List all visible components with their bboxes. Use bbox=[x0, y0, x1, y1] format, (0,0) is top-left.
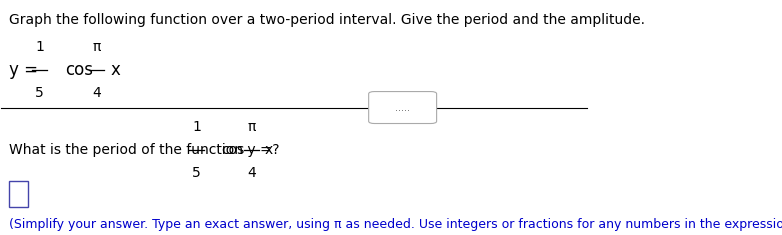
Text: 4: 4 bbox=[92, 86, 101, 100]
FancyBboxPatch shape bbox=[368, 92, 436, 124]
Text: 4: 4 bbox=[247, 166, 256, 180]
Text: 5: 5 bbox=[35, 86, 44, 100]
Text: 1: 1 bbox=[35, 40, 44, 54]
Text: Graph the following function over a two-period interval. Give the period and the: Graph the following function over a two-… bbox=[9, 13, 645, 27]
Text: x?: x? bbox=[264, 143, 280, 157]
Text: What is the period of the function y =: What is the period of the function y = bbox=[9, 143, 276, 157]
Text: π: π bbox=[93, 40, 101, 54]
Text: y =: y = bbox=[9, 61, 43, 79]
Text: cos: cos bbox=[221, 143, 244, 157]
Bar bbox=[9, 180, 28, 207]
Text: .....: ..... bbox=[395, 102, 410, 113]
Text: 5: 5 bbox=[192, 166, 201, 180]
Text: cos: cos bbox=[65, 61, 92, 79]
Text: x: x bbox=[111, 61, 120, 79]
Text: π: π bbox=[247, 120, 256, 134]
Text: (Simplify your answer. Type an exact answer, using π as needed. Use integers or : (Simplify your answer. Type an exact ans… bbox=[9, 218, 782, 231]
Text: 1: 1 bbox=[192, 120, 201, 134]
